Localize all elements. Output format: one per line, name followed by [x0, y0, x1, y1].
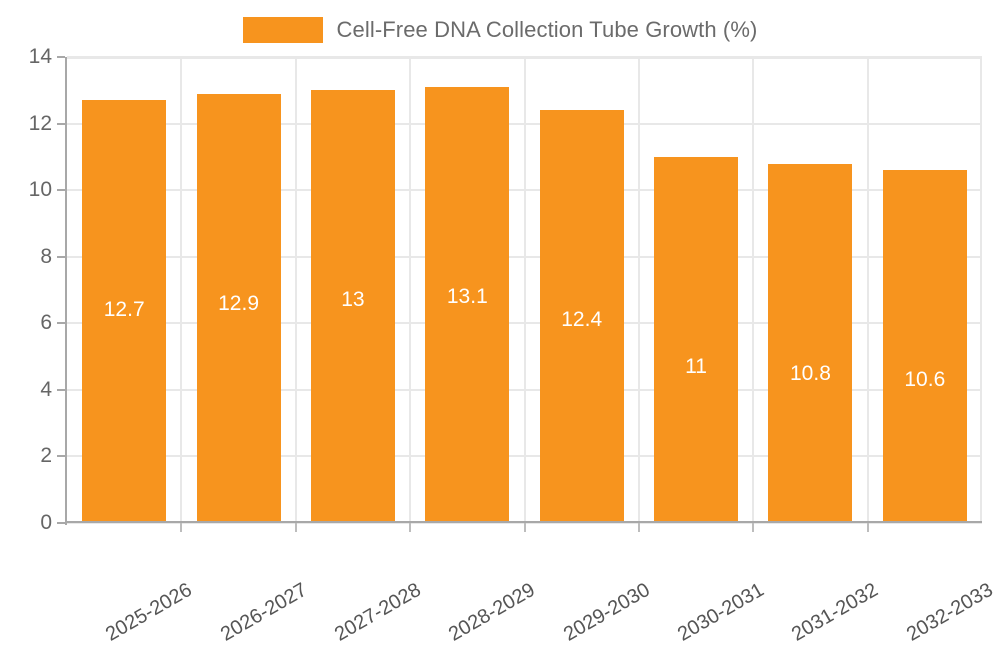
- x-axis-tick-label: 2032-2033: [902, 578, 997, 646]
- x-axis-tick-label: 2029-2030: [559, 578, 654, 646]
- y-axis-tick-label: 12: [28, 111, 52, 135]
- bar-value-label: 10.8: [790, 361, 831, 385]
- x-axis-tick-label: 2031-2032: [788, 578, 883, 646]
- gridline-vertical: [866, 57, 869, 523]
- bar-value-label: 13.1: [446, 284, 488, 308]
- x-axis-tick-label: 2030-2031: [674, 578, 768, 646]
- chart-legend: Cell-Free DNA Collection Tube Growth (%): [0, 14, 1000, 46]
- y-axis-tick-mark: [57, 122, 65, 125]
- x-axis-tick-mark: [752, 523, 755, 532]
- bar[interactable]: [768, 163, 853, 523]
- y-axis-tick-mark: [57, 322, 65, 325]
- x-axis-tick-label: 2026-2027: [216, 578, 311, 646]
- bar-value-label: 12.7: [103, 298, 145, 322]
- legend-series-label: Cell-Free DNA Collection Tube Growth (%): [336, 17, 758, 42]
- x-axis-tick-mark: [523, 523, 526, 532]
- bar[interactable]: [539, 110, 624, 523]
- bar[interactable]: [882, 170, 967, 523]
- x-axis-line: [65, 521, 982, 523]
- gridline-vertical: [409, 57, 412, 523]
- y-axis-tick-label: 2: [40, 444, 52, 468]
- x-axis-tick-mark: [409, 523, 412, 532]
- gridline-vertical: [180, 57, 183, 523]
- gridline-vertical: [637, 57, 640, 523]
- bar[interactable]: [82, 100, 167, 523]
- x-axis-tick-mark: [866, 523, 869, 532]
- y-axis-tick-mark: [57, 522, 65, 524]
- y-axis-tick-label: 14: [28, 45, 52, 68]
- x-axis-tick-label: 2027-2028: [330, 578, 425, 646]
- y-axis-tick-label: 8: [40, 244, 52, 268]
- x-axis-tick-label: 2028-2029: [445, 578, 540, 646]
- x-axis-tick-mark: [180, 523, 183, 532]
- bar-value-label: 11: [685, 354, 707, 378]
- bar[interactable]: [425, 86, 510, 523]
- y-axis-tick-label: 10: [28, 178, 52, 202]
- bar-value-label: 12.9: [218, 291, 259, 315]
- bar[interactable]: [310, 90, 395, 523]
- bar[interactable]: [196, 93, 281, 523]
- y-axis-tick-mark: [57, 255, 65, 258]
- y-axis-tick-label: 4: [40, 377, 52, 401]
- x-axis-tick-label: 2025-2026: [102, 578, 197, 646]
- y-axis-tick-label: 6: [40, 311, 52, 335]
- gridline-vertical: [752, 57, 755, 523]
- plot-area: 12.7 12.9 13 13.1 12.4 11 10.8 10.6: [67, 56, 982, 524]
- gridline-vertical: [523, 57, 526, 523]
- bar-value-label: 10.6: [904, 368, 946, 392]
- bar-value-label: 12.4: [561, 308, 603, 332]
- x-axis-tick-mark: [637, 523, 640, 532]
- bar-chart: Cell-Free DNA Collection Tube Growth (%)…: [0, 14, 1000, 646]
- bar[interactable]: [654, 156, 739, 523]
- y-axis-tick-mark: [57, 455, 65, 458]
- gridline-vertical: [294, 57, 297, 523]
- bar-value-label: 13: [341, 288, 365, 312]
- x-axis-tick-mark: [294, 523, 297, 532]
- y-axis-tick-mark: [57, 56, 65, 58]
- plot-frame-right: [980, 57, 982, 523]
- legend-color-swatch: [242, 17, 323, 43]
- y-axis-tick-label: 0: [40, 511, 52, 534]
- y-axis-tick-mark: [57, 388, 65, 391]
- y-axis-line: [65, 57, 67, 525]
- y-axis-tick-mark: [57, 189, 65, 192]
